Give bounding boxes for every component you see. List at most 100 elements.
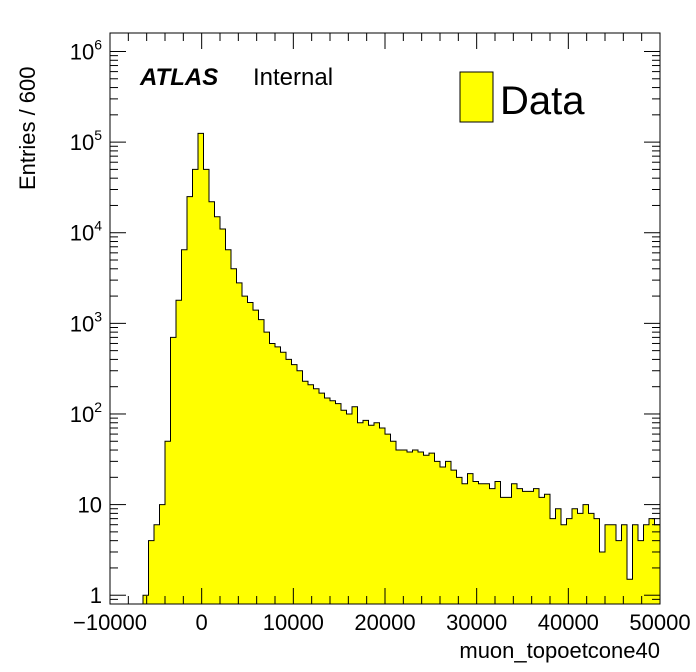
y-tick-label: 103 (70, 308, 102, 336)
histogram-bin (555, 508, 562, 604)
histogram-bin (418, 452, 424, 604)
y-axis-title: Entries / 600 (15, 66, 40, 190)
histogram-bin (544, 494, 551, 604)
histogram-bin (407, 452, 413, 604)
histogram-bin (462, 483, 468, 604)
histogram-bin (643, 524, 650, 604)
histogram-bin (231, 268, 237, 604)
histogram-bin (203, 169, 210, 604)
histogram-bars (142, 132, 661, 605)
histogram-bin (346, 413, 353, 604)
histogram-bin (539, 497, 545, 604)
x-axis-title: muon_topoetcone40 (459, 638, 660, 663)
histogram-bin (264, 332, 270, 604)
histogram-bin (610, 524, 617, 604)
histogram-bin (198, 133, 204, 604)
x-tick-label: 30000 (446, 610, 507, 635)
histogram-bin (594, 518, 600, 604)
histogram-bin (357, 422, 364, 604)
histogram-bin (489, 488, 496, 604)
x-tick-label: 40000 (538, 610, 599, 635)
histogram-bin (396, 450, 402, 604)
y-tick-label: 1 (90, 583, 102, 608)
y-tick-label: 104 (70, 218, 102, 246)
histogram-bin (330, 400, 336, 604)
histogram-bin (467, 473, 474, 604)
histogram-bin (374, 422, 380, 604)
histogram-bin (275, 346, 281, 604)
histogram-bin (621, 524, 628, 604)
histogram-bin (385, 434, 391, 604)
histogram-outline (142, 132, 661, 604)
y-tick-label: 105 (70, 127, 102, 155)
histogram-bin (319, 393, 325, 604)
histogram-bin (484, 483, 490, 604)
histogram-bin (159, 504, 166, 604)
histogram-bin (511, 483, 518, 604)
histogram-bin (242, 296, 248, 604)
histogram-bin (379, 428, 386, 604)
y-tick-label: 106 (70, 36, 102, 64)
histogram-bin (616, 540, 622, 604)
histogram-bin (638, 540, 644, 604)
histogram-bin (495, 481, 501, 604)
x-axis: −10000 0 10000 20000 30000 40000 50000 (73, 33, 691, 635)
histogram-bin (181, 249, 188, 604)
histogram-bin (632, 524, 639, 604)
histogram-bin (253, 310, 259, 604)
x-tick-label: 0 (196, 610, 208, 635)
histogram-bin (434, 461, 441, 604)
histogram-bin (401, 450, 408, 604)
histogram-bin (390, 441, 397, 604)
histogram-bin (313, 388, 320, 604)
histogram-bin (247, 302, 254, 604)
y-axis: 1 10 102 103 104 105 106 (70, 36, 660, 608)
x-tick-label: 50000 (629, 610, 690, 635)
histogram-bin (588, 513, 595, 604)
histogram-bin (258, 319, 265, 604)
histogram-bin (363, 420, 369, 604)
histogram-bin (599, 551, 606, 604)
legend-swatch (459, 71, 494, 123)
x-tick-label: −10000 (73, 610, 147, 635)
histogram-bin (225, 249, 232, 604)
histogram-bin (506, 497, 512, 604)
histogram-bin (533, 488, 540, 604)
histogram-bin (649, 518, 655, 604)
histogram-bin (627, 579, 633, 604)
histogram-bin (148, 540, 155, 604)
histogram-bin (423, 455, 430, 604)
histogram-bin (566, 518, 573, 604)
x-tick-label: 10000 (263, 610, 324, 635)
histogram-bin (324, 398, 331, 604)
histogram-bin (280, 352, 287, 604)
histogram-bin (654, 524, 661, 604)
legend-label-data: Data (500, 79, 585, 123)
x-tick-label: 20000 (354, 610, 415, 635)
histogram-bin (561, 524, 567, 604)
plot-border (109, 32, 661, 605)
histogram-bin (341, 410, 347, 604)
histogram-bin (154, 524, 160, 604)
histogram-bin (170, 337, 177, 604)
histogram-bin (269, 343, 276, 604)
histogram-bin (143, 595, 149, 604)
histogram-bin (335, 403, 342, 604)
atlas-label: ATLAS (139, 64, 218, 91)
histogram-bin (297, 370, 303, 604)
histogram-bin (308, 384, 314, 604)
histogram-bin (165, 441, 171, 604)
histogram-bin (583, 504, 589, 604)
histogram-bin (478, 483, 485, 604)
y-tick-label: 102 (70, 399, 102, 427)
histogram-bin (605, 524, 611, 604)
histogram-bin (412, 450, 419, 604)
histogram-bin (236, 282, 243, 604)
histogram-bin (176, 300, 182, 604)
histogram-bin (522, 491, 529, 604)
internal-label: Internal (253, 64, 333, 91)
y-tick-label: 10 (78, 493, 102, 518)
histogram-bin (550, 518, 556, 604)
histogram-bin (456, 477, 463, 604)
